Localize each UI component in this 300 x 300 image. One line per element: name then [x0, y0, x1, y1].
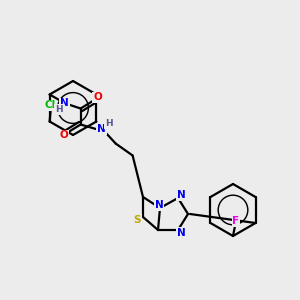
Text: N: N	[60, 98, 69, 109]
Text: N: N	[177, 228, 185, 238]
Text: N: N	[97, 124, 106, 134]
Text: Cl: Cl	[45, 100, 56, 110]
Text: O: O	[93, 92, 102, 103]
Text: O: O	[59, 130, 68, 140]
Text: N: N	[154, 200, 164, 210]
Text: F: F	[232, 216, 240, 226]
Text: S: S	[133, 215, 141, 225]
Text: N: N	[177, 190, 185, 200]
Text: H: H	[105, 119, 112, 128]
Text: H: H	[55, 105, 62, 114]
